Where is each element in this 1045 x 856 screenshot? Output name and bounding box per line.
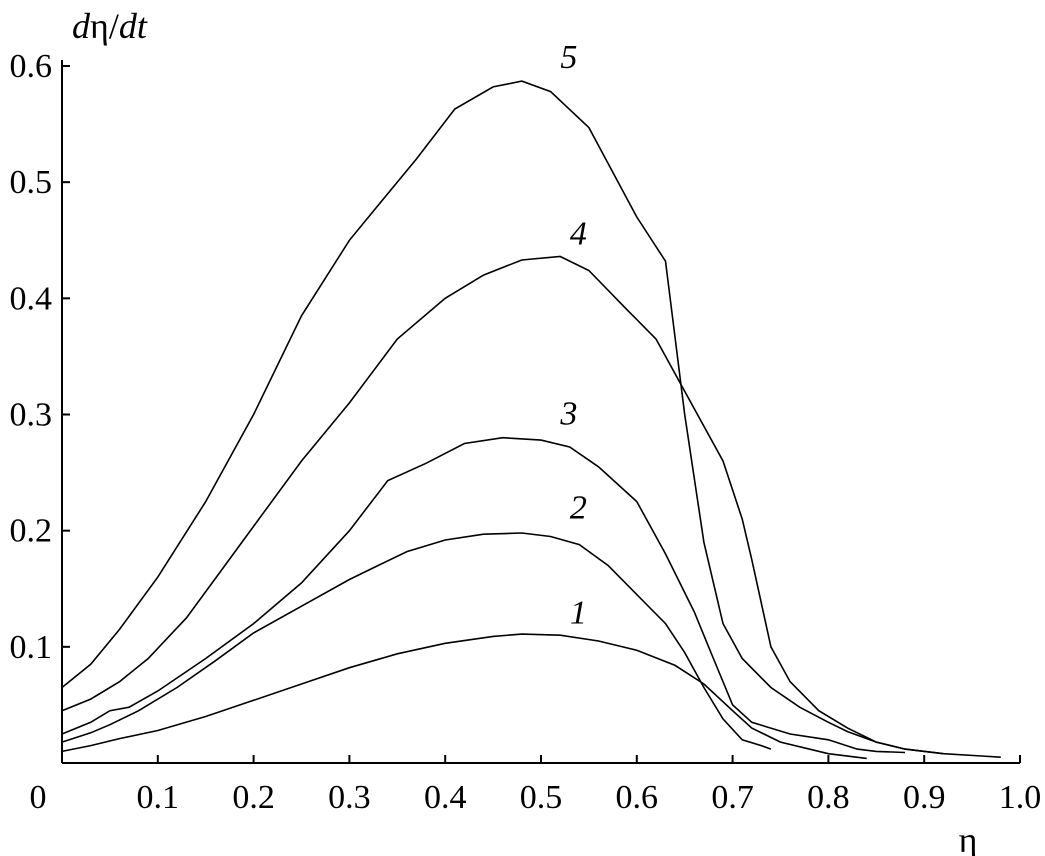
y-axis-label: dη/dt — [72, 6, 148, 46]
y-tick-label: 0.5 — [10, 164, 53, 201]
curve-2 — [61, 532, 772, 750]
x-tick-label: 0.1 — [137, 779, 180, 816]
x-tick-label: 0.4 — [424, 779, 467, 816]
y-axis-label-d: d — [72, 6, 91, 46]
y-axis-label-eta: η — [90, 6, 109, 46]
x-axis-label: η — [959, 820, 978, 856]
y-axis-label-slash: / — [109, 6, 119, 46]
y-axis-label-dt: dt — [119, 6, 148, 46]
curve-label-3: 3 — [559, 396, 577, 433]
x-tick-label: 0.7 — [711, 779, 754, 816]
y-tick-label: 0.6 — [10, 48, 53, 85]
curves — [61, 80, 1001, 760]
x-tick-label: 0.6 — [616, 779, 659, 816]
curve-label-1: 1 — [570, 594, 587, 631]
x-tick-label: 0.2 — [232, 779, 275, 816]
y-tick-label: 0.3 — [10, 397, 53, 434]
x-tick-label: 0.9 — [903, 779, 946, 816]
x-ticks: 0.1 0.2 0.3 0.4 0.5 0.6 0.7 0.8 0.9 1.0 — [137, 755, 1042, 816]
y-tick-label: 0.2 — [10, 513, 53, 550]
x-tick-label: 0.5 — [520, 779, 563, 816]
curve-3 — [61, 436, 906, 754]
x-origin-label: 0 — [30, 779, 47, 816]
curve-label-4: 4 — [570, 216, 587, 253]
curve-5 — [61, 80, 944, 755]
y-tick-label: 0.1 — [10, 629, 53, 666]
curve-1 — [61, 633, 867, 760]
curve-labels: 1 2 3 4 5 — [559, 39, 587, 631]
x-tick-label: 1.0 — [999, 779, 1042, 816]
curve-4 — [61, 255, 1001, 758]
y-tick-label: 0.4 — [10, 280, 53, 317]
curve-label-2: 2 — [570, 490, 587, 527]
x-tick-label: 0.8 — [807, 779, 850, 816]
y-ticks: 0.1 0.2 0.3 0.4 0.5 0.6 — [10, 48, 70, 666]
curve-label-5: 5 — [560, 39, 577, 76]
x-tick-label: 0.3 — [328, 779, 371, 816]
